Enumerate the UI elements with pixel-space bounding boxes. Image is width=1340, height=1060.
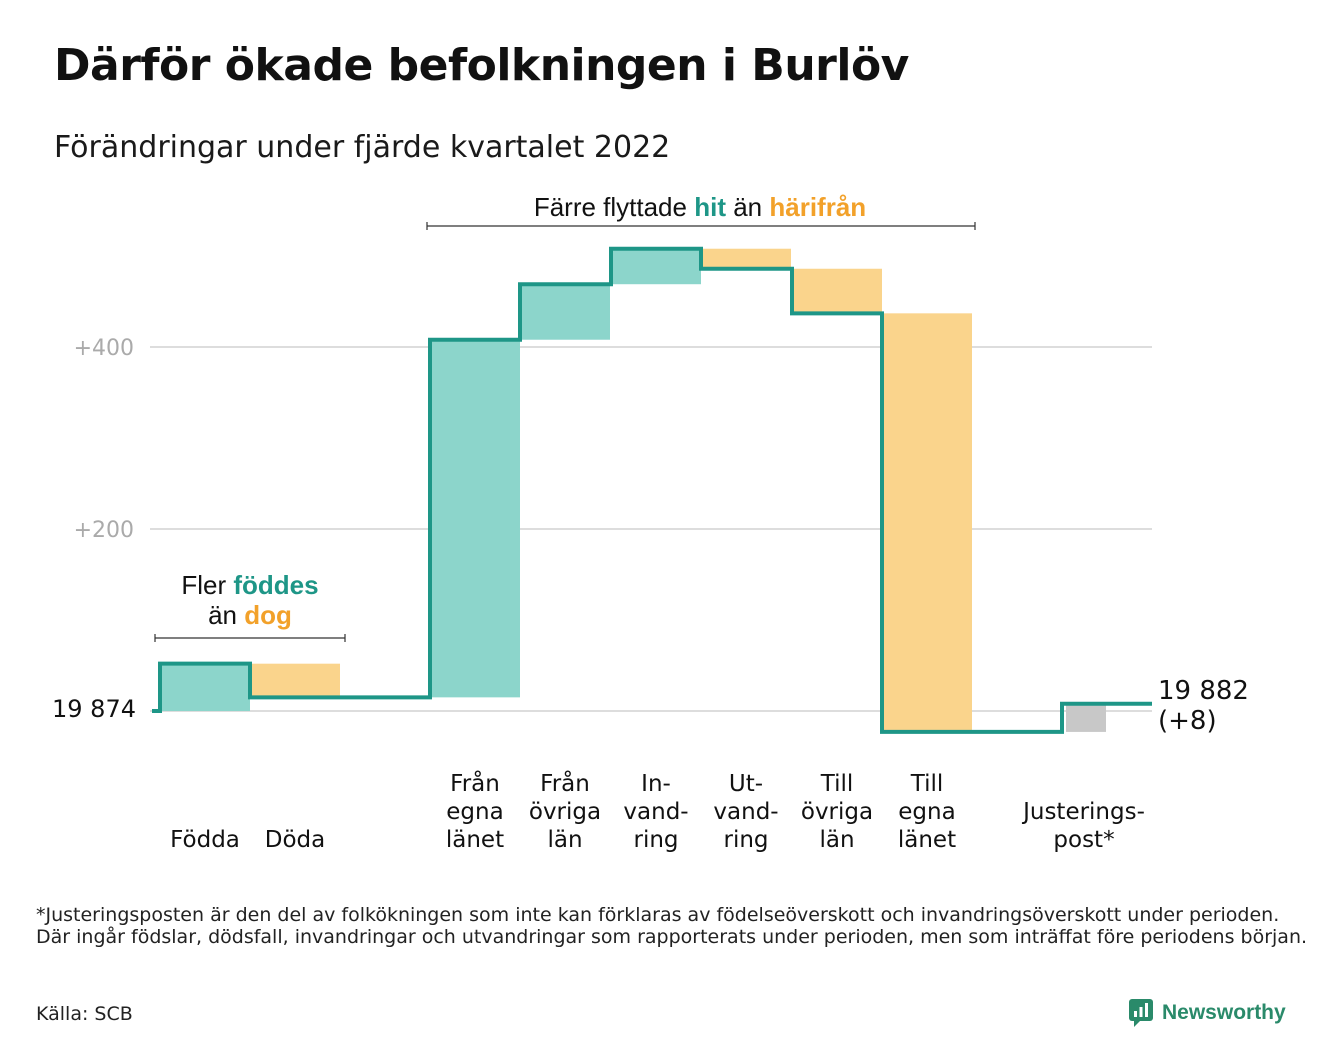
annotation-segment-orange: dog <box>244 600 292 630</box>
category-label: Justerings- <box>1021 799 1145 825</box>
bar-decrease <box>792 268 882 314</box>
annotation-text: än dog <box>208 600 292 630</box>
category-label: vand- <box>713 799 778 825</box>
category-label: länet <box>898 827 956 853</box>
annotation-text: Fler föddes <box>181 570 318 600</box>
category-label: Till <box>820 771 854 797</box>
category-label: övriga <box>801 799 873 825</box>
bar-decrease <box>882 313 972 732</box>
category-label: post* <box>1053 827 1114 853</box>
category-label: In- <box>641 771 671 797</box>
category-label: Födda <box>170 827 240 853</box>
annotation-segment-plain: än <box>726 192 769 222</box>
chart-subtitle: Förändringar under fjärde kvartalet 2022 <box>54 130 671 165</box>
chart-title: Därför ökade befolkningen i Burlöv <box>54 40 909 91</box>
category-label: Ut- <box>729 771 763 797</box>
category-label: länet <box>446 827 504 853</box>
category-label: Från <box>540 769 590 797</box>
annotation-segment-teal: föddes <box>233 570 318 600</box>
cumulative-step-line <box>152 246 1152 734</box>
y-tick-label: +400 <box>74 336 134 361</box>
annotation-segment-plain: Fler <box>181 570 233 600</box>
end-value-label: 19 882 <box>1158 676 1249 706</box>
newsworthy-logo-icon <box>1129 999 1153 1027</box>
bar-increase <box>430 339 520 698</box>
category-label: Från <box>450 769 500 797</box>
category-label: Till <box>910 771 944 797</box>
category-label: län <box>547 827 582 853</box>
category-label: ring <box>633 827 678 853</box>
bar-increase <box>611 248 701 285</box>
category-label: egna <box>898 799 955 825</box>
bar-decrease <box>250 663 340 698</box>
annotation-segment-plain: Färre flyttade <box>534 192 694 222</box>
end-change-label: (+8) <box>1158 706 1217 736</box>
annotation-segment-plain: än <box>208 600 244 630</box>
bar-increase <box>160 663 250 711</box>
category-label: övriga <box>529 799 601 825</box>
category-label: län <box>819 827 854 853</box>
start-value-label: 19 874 <box>52 695 136 723</box>
brand-name: Newsworthy <box>1162 1001 1286 1024</box>
brand-logo: Newsworthy <box>1128 998 1286 1028</box>
bar-adjustment <box>1066 703 1106 732</box>
bar-increase <box>520 284 610 340</box>
source-note: Källa: SCB <box>36 1003 133 1025</box>
annotation-segment-orange: härifrån <box>769 192 866 222</box>
category-label: ring <box>723 827 768 853</box>
category-label: vand- <box>623 799 688 825</box>
category-label: egna <box>446 799 503 825</box>
bar-decrease <box>701 248 791 269</box>
annotation-segment-teal: hit <box>694 192 726 222</box>
y-tick-label: +200 <box>74 518 134 543</box>
annotation-text: Färre flyttade hit än härifrån <box>534 192 866 222</box>
footnote: *Justeringsposten är den del av folkökni… <box>36 904 1308 948</box>
category-label: Döda <box>265 827 325 853</box>
